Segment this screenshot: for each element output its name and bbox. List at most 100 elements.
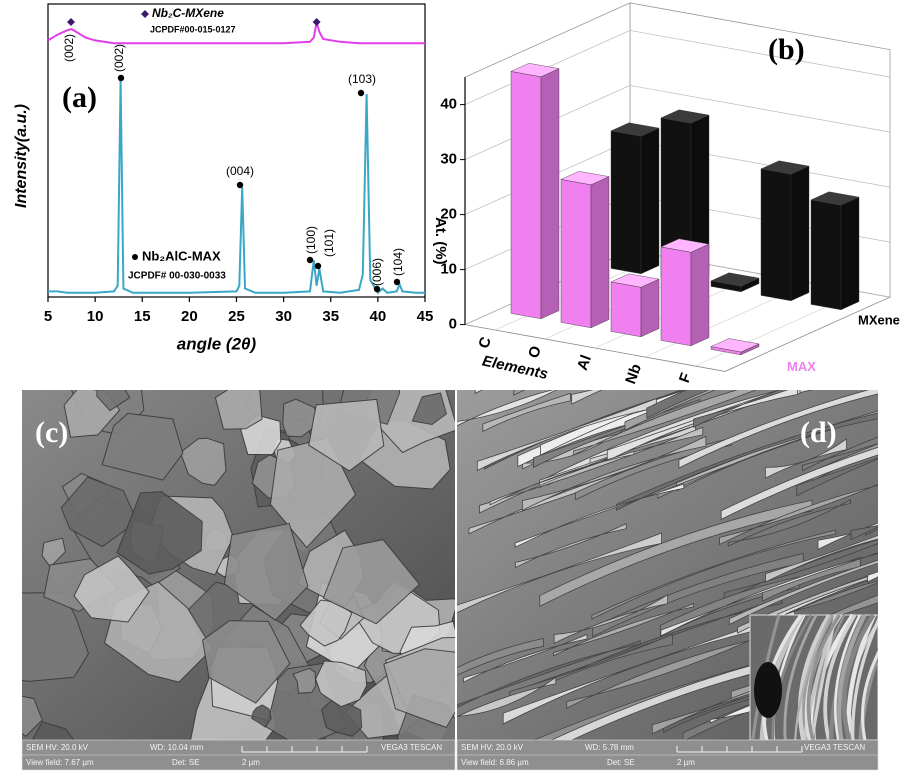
sem-grain: [321, 698, 363, 737]
sem-grain: [22, 695, 43, 738]
panel-label: (b): [768, 33, 805, 66]
bar: [510, 63, 560, 320]
sem-layer: [624, 390, 717, 431]
info-text: VEGA3 TESCAN: [381, 743, 442, 752]
bar-top: [660, 109, 710, 124]
info-text: WD: 10.04 mm: [150, 743, 204, 752]
bar-front: [510, 71, 542, 320]
sem-layer: [765, 534, 878, 583]
bar-side: [590, 176, 610, 329]
sem-layer: [606, 390, 798, 462]
sem-layer: [657, 413, 878, 499]
peak-marker: [314, 262, 322, 270]
bar-side: [840, 196, 860, 311]
sem-layer: [737, 572, 878, 634]
info-text: SEM HV: 20.0 kV: [461, 743, 524, 752]
sem-grain: [202, 620, 291, 704]
info-text: Det: SE: [172, 758, 200, 767]
y-axis-label: Intensity(a.u.): [13, 104, 30, 208]
bar: [810, 191, 860, 311]
legend-marker: [132, 254, 138, 260]
info-text: View field: 7.67 µm: [26, 758, 94, 767]
bar-top: [610, 122, 660, 137]
bar: [710, 272, 760, 293]
sem-layer: [888, 424, 918, 512]
sem-layer: [802, 436, 878, 472]
bar-top: [560, 171, 610, 186]
bar: [610, 122, 660, 275]
sem-grain: [411, 392, 447, 426]
bar-front: [610, 281, 642, 338]
bar-front: [560, 179, 592, 329]
bar-side: [690, 243, 710, 347]
bar-top: [610, 273, 660, 288]
info-text: 2 µm: [242, 758, 260, 767]
legend-label: Nb₂C-MXene: [152, 6, 224, 20]
sem-grain: [101, 412, 184, 481]
sem-layer: [457, 637, 544, 676]
info-text: View field: 6.86 µm: [461, 758, 529, 767]
sem-layer: [660, 552, 878, 637]
sem-layer: [514, 483, 685, 548]
peak-annotation: (002): [112, 44, 126, 72]
bar-top: [760, 160, 810, 175]
sem-layer: [727, 498, 851, 547]
series-label: MXene: [858, 312, 900, 327]
sem-layer: [553, 594, 669, 645]
x-tick-label: 5: [44, 308, 52, 325]
x-tick-label: C: [475, 335, 495, 351]
bar: [560, 171, 610, 329]
sem-grain: [322, 539, 421, 625]
sem-layer: [479, 426, 704, 514]
bar-front: [660, 246, 692, 347]
sem-layer: [616, 412, 878, 511]
bar: [710, 338, 760, 356]
sem-inset-layer: [794, 614, 832, 740]
legend-reference: JCPDF# 00-030-0033: [128, 271, 226, 282]
sem-grain: [60, 476, 138, 548]
peak-annotation: (103): [348, 72, 376, 86]
x-tick-label: O: [525, 343, 545, 360]
x-tick-label: 10: [87, 308, 104, 325]
bar-side: [540, 68, 560, 320]
y-tick-label: 30: [440, 151, 457, 168]
sem-layer: [646, 390, 710, 419]
x-tick-label: 45: [417, 308, 434, 325]
image-label: (c): [35, 416, 68, 449]
sem-layer: [457, 676, 557, 718]
legend-marker: [141, 10, 149, 18]
sem-layer: [693, 390, 789, 428]
x-tick-label: 25: [228, 308, 245, 325]
sem-inset-layer: [861, 650, 878, 740]
peak-marker: [312, 18, 321, 26]
y-tick-label: 0: [449, 316, 457, 333]
x-tick-label: Nb: [622, 362, 645, 387]
y-tick-label: 10: [440, 261, 457, 278]
sem-layer: [875, 689, 878, 695]
info-text: WD: 5.78 mm: [585, 743, 634, 752]
sem-grain: [383, 648, 455, 729]
y-tick-label: 40: [440, 96, 457, 113]
sem-layer: [719, 483, 878, 546]
bar: [610, 273, 660, 338]
sem-grain: [22, 592, 90, 682]
bar-front: [610, 130, 642, 275]
sem-grain: [214, 390, 263, 430]
sem-layer: [591, 529, 836, 620]
sem-layer: [474, 390, 484, 395]
sem-images: [22, 390, 918, 740]
peak-marker: [236, 181, 244, 189]
x-tick-label: 30: [275, 308, 292, 325]
bar-side: [790, 165, 810, 302]
sem-layer: [850, 525, 878, 541]
image-label: (d): [800, 416, 837, 449]
x-tick-label: 20: [181, 308, 198, 325]
sem-grain: [73, 555, 150, 623]
info-text: SEM HV: 20.0 kV: [26, 743, 89, 752]
sem-layer: [898, 605, 918, 660]
y-axis-label: At. (%): [432, 217, 449, 265]
bar: [760, 160, 810, 302]
sem-grain: [32, 721, 75, 740]
